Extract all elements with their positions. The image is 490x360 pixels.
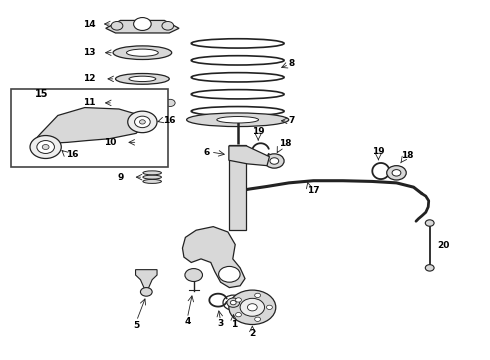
Circle shape [270,158,279,164]
Circle shape [387,166,406,180]
Ellipse shape [142,137,162,141]
Ellipse shape [144,156,160,160]
Circle shape [247,304,257,311]
Circle shape [110,99,120,107]
Ellipse shape [143,171,161,175]
Text: 6: 6 [203,148,210,157]
Ellipse shape [143,180,161,183]
Text: 18: 18 [401,151,414,160]
Text: 5: 5 [133,321,140,330]
Circle shape [265,154,284,168]
Text: 8: 8 [289,59,295,68]
Text: 19: 19 [372,147,385,156]
Ellipse shape [230,301,236,305]
Circle shape [255,293,261,297]
Circle shape [134,18,151,31]
Polygon shape [136,270,157,293]
Ellipse shape [144,131,160,135]
Text: 3: 3 [218,319,224,328]
Text: 19: 19 [252,127,265,136]
Ellipse shape [116,73,169,84]
Ellipse shape [142,149,162,154]
Circle shape [229,290,276,324]
Circle shape [255,317,261,321]
Text: 11: 11 [83,98,96,107]
Ellipse shape [129,76,156,82]
Ellipse shape [126,49,158,56]
Bar [229,145,246,230]
Circle shape [141,288,152,296]
Text: 14: 14 [83,19,96,28]
Circle shape [236,298,242,302]
Circle shape [42,144,49,149]
Circle shape [37,140,54,153]
Text: 16: 16 [66,150,79,159]
Text: 13: 13 [83,48,96,57]
Circle shape [219,266,240,282]
Text: 7: 7 [288,116,294,125]
Circle shape [30,135,61,158]
Polygon shape [182,226,245,288]
Ellipse shape [113,46,172,59]
Polygon shape [106,21,179,33]
Circle shape [425,220,434,226]
Text: 10: 10 [104,138,117,147]
Circle shape [140,120,146,124]
Circle shape [165,99,175,107]
Text: 9: 9 [117,173,123,182]
Polygon shape [229,146,270,166]
Text: 12: 12 [83,75,96,84]
Ellipse shape [223,295,244,310]
Text: 2: 2 [249,329,255,338]
Ellipse shape [144,119,160,123]
Circle shape [135,116,150,128]
Ellipse shape [142,125,162,129]
Ellipse shape [187,113,289,127]
Text: 18: 18 [279,139,292,148]
Circle shape [185,269,202,282]
Text: 4: 4 [184,317,191,326]
Ellipse shape [128,99,157,107]
Circle shape [236,312,242,317]
Text: 17: 17 [307,186,319,195]
Circle shape [425,265,434,271]
Ellipse shape [227,298,240,307]
Circle shape [392,170,401,176]
Ellipse shape [144,143,160,148]
Circle shape [240,298,265,316]
Text: 16: 16 [163,116,175,125]
Ellipse shape [217,117,259,123]
Ellipse shape [143,175,161,179]
Circle shape [111,22,123,30]
Circle shape [162,22,173,30]
Circle shape [128,111,157,133]
Circle shape [267,305,272,310]
Bar [11,89,168,167]
Polygon shape [36,108,144,143]
Ellipse shape [114,96,171,110]
Text: 20: 20 [437,241,449,250]
Text: 1: 1 [231,320,237,329]
Ellipse shape [142,162,162,166]
Text: 15: 15 [35,89,49,99]
